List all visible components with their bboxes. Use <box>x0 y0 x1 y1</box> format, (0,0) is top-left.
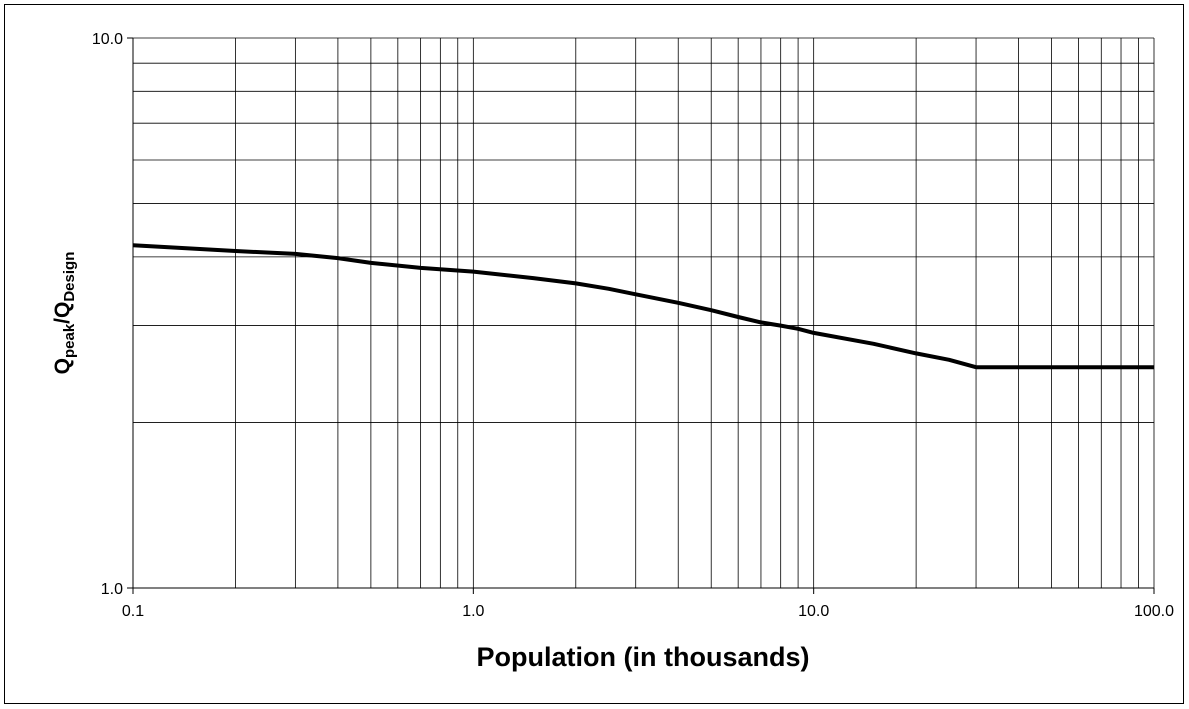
horizontal-gridlines <box>133 37 1154 423</box>
chart-plot: 0.1 1.0 10.0 100.0 1.0 10.0 Population (in t… <box>51 31 1174 672</box>
x-tick-label: 1.0 <box>462 603 484 620</box>
x-axis-ticks <box>132 588 1155 594</box>
y-axis-title-main: Q <box>51 358 74 374</box>
x-tick-label: 0.1 <box>122 603 144 620</box>
series-line <box>132 243 1154 370</box>
y-axis-ticks <box>127 37 133 589</box>
y-tick-label: 1.0 <box>101 581 123 598</box>
vertical-gridlines <box>235 38 1155 588</box>
series-layer <box>132 243 1154 370</box>
x-axis-title: Population (in thousands) <box>477 642 810 672</box>
x-tick-label: 10.0 <box>798 603 829 620</box>
y-axis-title-sub1: peak <box>61 323 78 358</box>
y-axis-title-sep: /Q <box>51 302 74 324</box>
x-tick-labels: 0.1 1.0 10.0 100.0 <box>122 603 1174 620</box>
y-tick-labels: 1.0 10.0 <box>92 31 123 598</box>
y-axis-title-sub2: Design <box>61 252 78 302</box>
plot-area <box>133 38 1154 588</box>
x-tick-label: 100.0 <box>1134 603 1174 620</box>
y-tick-label: 10.0 <box>92 31 123 48</box>
y-axis-title: Qpeak/QDesign <box>51 252 78 375</box>
chart-frame: 0.1 1.0 10.0 100.0 1.0 10.0 Population (in t… <box>4 4 1184 704</box>
